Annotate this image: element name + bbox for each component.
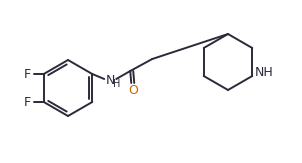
Text: F: F [24,96,31,109]
Text: NH: NH [255,67,274,80]
Text: F: F [24,67,31,81]
Text: H: H [113,79,120,89]
Text: O: O [128,83,138,96]
Text: N: N [106,74,115,88]
